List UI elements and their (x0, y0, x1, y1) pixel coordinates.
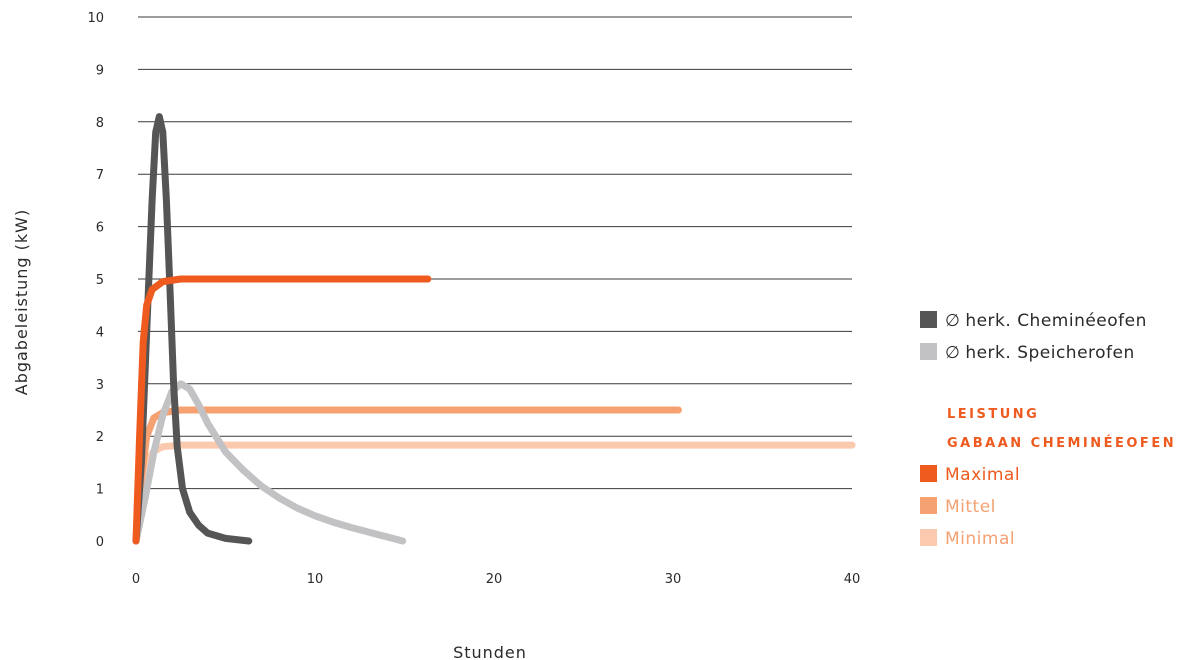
x-axis-title: Stunden (453, 643, 527, 660)
y-tick-label: 0 (96, 535, 104, 550)
legend-heading-line2: GABAAN CHEMINÉEOFEN (947, 435, 1176, 451)
y-tick-label: 5 (96, 273, 104, 288)
diameter-symbol: ∅ (945, 311, 960, 331)
y-tick-label: 8 (96, 116, 104, 131)
y-axis-title: Abgabeleistung (kW) (12, 209, 31, 396)
series-line-minimal (132, 441, 856, 545)
diameter-symbol: ∅ (945, 343, 960, 363)
legend: ∅ herk. Cheminéeofen ∅ herk. Speicherofen … (920, 311, 1176, 549)
x-tick-label: 10 (307, 572, 324, 587)
legend-label-minimal: Minimal (945, 529, 1015, 549)
legend-label-chemineeofen: herk. Cheminéeofen (965, 311, 1147, 331)
x-tick-label: 30 (665, 572, 682, 587)
y-tick-label: 9 (96, 63, 104, 78)
legend-swatch-speicherofen (920, 343, 937, 360)
legend-heading-line1: LEISTUNG (947, 407, 1039, 422)
legend-label-speicherofen: herk. Speicherofen (965, 343, 1134, 363)
x-tick-labels: 0 10 20 30 40 (132, 572, 860, 587)
x-tick-label: 20 (486, 572, 503, 587)
x-tick-label: 0 (132, 572, 140, 587)
y-tick-label: 1 (96, 483, 104, 498)
y-tick-label: 4 (96, 325, 104, 340)
legend-swatch-mittel (920, 497, 937, 514)
grid (138, 16, 852, 490)
series-line-maximal (132, 275, 432, 545)
legend-label-mittel: Mittel (945, 497, 996, 517)
series-line-herk-chemin-eofen (132, 113, 253, 545)
series-line-mittel (132, 406, 682, 545)
legend-entry-speicherofen: ∅ herk. Speicherofen (945, 343, 1135, 363)
y-tick-label: 6 (96, 221, 104, 236)
y-tick-label: 10 (87, 11, 104, 26)
y-tick-label: 7 (96, 168, 104, 183)
legend-entry-chemineeofen: ∅ herk. Cheminéeofen (945, 311, 1147, 331)
y-tick-label: 2 (96, 430, 104, 445)
legend-label-maximal: Maximal (945, 465, 1020, 485)
legend-swatch-chemineeofen (920, 311, 937, 328)
series-lines (132, 113, 856, 545)
x-tick-label: 40 (844, 572, 861, 587)
y-tick-labels: 0 1 2 3 4 5 6 7 8 9 10 (87, 11, 104, 550)
legend-swatch-minimal (920, 529, 937, 546)
y-tick-label: 3 (96, 378, 104, 393)
legend-swatch-maximal (920, 465, 937, 482)
series-line-herk-speicherofen (132, 380, 407, 545)
